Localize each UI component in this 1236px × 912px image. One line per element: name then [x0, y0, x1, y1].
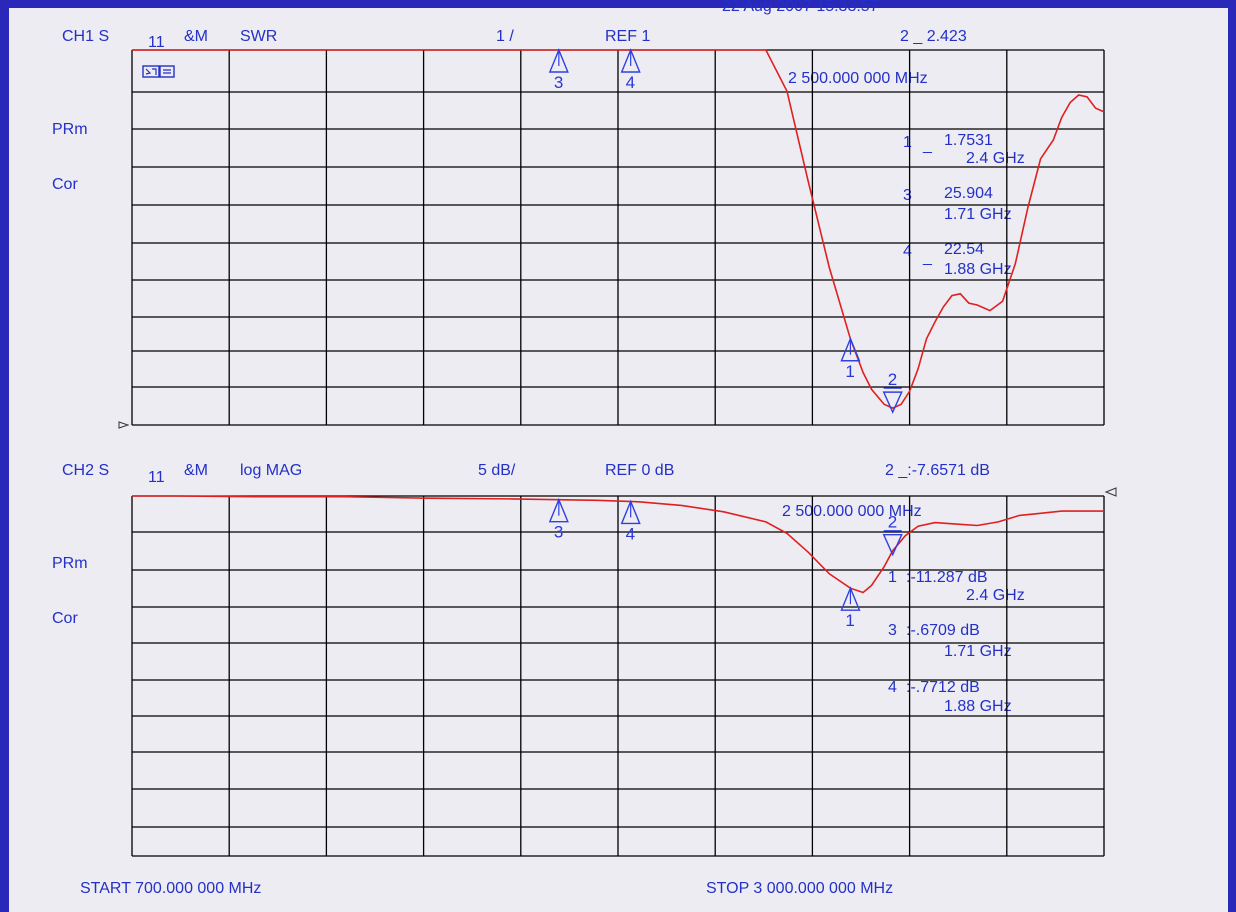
ch2-active-marker: 2 _:-7.6571 dB	[885, 462, 990, 479]
ch2-ref: REF 0 dB	[605, 462, 674, 479]
ch1-marker-readout: 2 500.000 000 MHz 1 _ 1.7531 2.4 GHz 3 2…	[788, 70, 1025, 278]
ch2-reference-tick	[1104, 487, 1117, 497]
ch2-prm-label: PRm	[52, 555, 88, 572]
ch2-readout-stimulus: 2 500.000 000 MHz	[782, 503, 922, 520]
marker-1-triangle	[840, 586, 861, 611]
marker-4-triangle	[620, 48, 641, 73]
ch2-marker-3: 3	[548, 497, 569, 542]
ch2-readout-1-value: :-11.287 dB	[906, 569, 988, 586]
marker-3-triangle	[548, 48, 569, 73]
start-frequency: START 700.000 000 MHz	[80, 880, 261, 897]
ch1-readout-1-freq: 2.4 GHz	[966, 150, 1025, 167]
markers: 1 2 3 4 1 2 3 4	[548, 48, 903, 630]
ch1-cor-label: Cor	[52, 176, 78, 193]
window-border-left	[0, 0, 9, 912]
ch1-readout-stimulus: 2 500.000 000 MHz	[788, 70, 928, 87]
ch2-readout-4-num: 4	[888, 679, 897, 696]
marker-1-triangle	[840, 336, 861, 362]
marker-4-label: 4	[626, 73, 635, 92]
ch1-prm-label: PRm	[52, 121, 88, 138]
marker-2-triangle	[882, 534, 903, 557]
ch1-readout-4-freq: 1.88 GHz	[944, 261, 1012, 278]
ch1-reference-tick	[118, 421, 130, 429]
ch1-readout-3-num: 3	[903, 187, 912, 204]
ch2-readout-4-freq: 1.88 GHz	[944, 698, 1012, 715]
ch2-cor-label: Cor	[52, 610, 78, 627]
ch2-marker-1: 1	[840, 586, 861, 630]
window-border-right	[1228, 0, 1236, 912]
ch2-readout-3-value: :-.6709 dB	[906, 622, 980, 639]
ch2-param-sub: 11	[148, 469, 165, 486]
ch2-readout-4-value: :-.7712 dB	[906, 679, 980, 696]
ch2-readout-1-freq: 2.4 GHz	[966, 587, 1025, 604]
marker-1-label: 1	[845, 362, 854, 381]
marker-2-label: 2	[888, 370, 897, 389]
ch1-marker-4: 4	[620, 48, 641, 92]
ch1-mode: &M	[184, 28, 208, 45]
ch1-readout-3-freq: 1.71 GHz	[944, 206, 1012, 223]
ch1-readout-4-num: 4	[903, 243, 912, 260]
ch2-header: CH2 S 11 &M log MAG 5 dB/ REF 0 dB 2 _:-…	[62, 462, 990, 486]
marker-4-label: 4	[626, 524, 635, 543]
ch2-scale: 5 dB/	[478, 462, 516, 479]
ch2-format: log MAG	[240, 462, 302, 479]
ch1-readout-1-value: 1.7531	[944, 132, 993, 149]
ch2-marker-4: 4	[620, 499, 641, 543]
ch1-marker-3: 3	[548, 48, 569, 92]
marker-3-label: 3	[554, 73, 563, 92]
marker-2-label: 2	[888, 513, 897, 532]
marker-3-triangle	[548, 497, 569, 523]
marker-2-triangle	[882, 391, 903, 414]
marker-1-label: 1	[845, 611, 854, 630]
ch1-ref: REF 1	[605, 28, 650, 45]
ch2-grid	[131, 495, 1105, 857]
marker-4-triangle	[620, 499, 641, 525]
stop-frequency: STOP 3 000.000 000 MHz	[706, 880, 893, 897]
ch1-param-sub: 11	[148, 34, 165, 51]
ch1-readout-4-value: 22.54	[944, 241, 984, 258]
ch1-marker-2: 2	[882, 370, 903, 414]
ch2-readout-3-num: 3	[888, 622, 897, 639]
date-text: 22 Aug 2007 15:33:57	[722, 0, 879, 15]
ch1-readout-1-num: 1	[903, 134, 912, 151]
ch1-scale: 1 /	[496, 28, 514, 45]
ch1-trace-line	[132, 49, 1105, 409]
ch1-marker-1: 1	[840, 336, 861, 381]
ch2-mode: &M	[184, 462, 208, 479]
ch1-readout-3-value: 25.904	[944, 185, 993, 202]
ch2-marker-2: 2	[882, 513, 903, 557]
ch1-active-marker: 2 _ 2.423	[900, 28, 967, 45]
ch2-readout-1-num: 1	[888, 569, 897, 586]
ch2-channel-label: CH2 S	[62, 462, 109, 479]
ch1-header: CH1 S 11 &M SWR 1 / REF 1 2 _ 2.423	[62, 28, 967, 51]
marker-3-label: 3	[554, 523, 563, 542]
ch1-readout-4-sep: _	[922, 249, 933, 266]
ch2-marker-readout: 2 500.000 000 MHz 1 :-11.287 dB 2.4 GHz …	[782, 503, 1025, 715]
window-border-top	[0, 0, 1236, 8]
ch1-readout-1-sep: _	[922, 137, 933, 154]
ch1-format: SWR	[240, 28, 277, 45]
ch1-channel-label: CH1 S	[62, 28, 109, 45]
hold-icon	[142, 65, 175, 78]
ch2-readout-3-freq: 1.71 GHz	[944, 643, 1012, 660]
